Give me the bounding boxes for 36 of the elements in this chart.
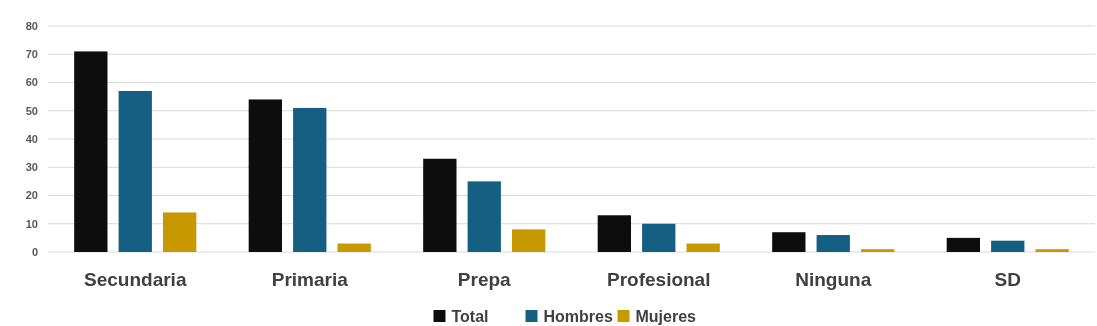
y-tick-label: 80 bbox=[25, 19, 38, 32]
legend-label: Total bbox=[451, 307, 489, 325]
bar bbox=[816, 235, 850, 252]
bar bbox=[163, 212, 197, 252]
y-tick-label: 70 bbox=[25, 48, 38, 61]
y-tick-label: 40 bbox=[25, 132, 38, 145]
bar bbox=[293, 107, 327, 252]
bar bbox=[512, 229, 546, 252]
y-tick-label: 0 bbox=[31, 245, 38, 258]
y-tick-label: 30 bbox=[25, 161, 38, 174]
bar bbox=[686, 243, 720, 252]
x-tick-label: SD bbox=[994, 269, 1021, 290]
bar bbox=[772, 232, 806, 252]
bar bbox=[991, 240, 1025, 252]
x-tick-label: Prepa bbox=[457, 269, 512, 290]
bar bbox=[861, 249, 895, 252]
bar bbox=[597, 215, 631, 252]
y-tick-label: 50 bbox=[25, 104, 38, 117]
y-tick-label: 20 bbox=[25, 189, 38, 202]
bar bbox=[946, 237, 980, 252]
legend-label: Mujeres bbox=[635, 307, 697, 325]
y-tick-label: 10 bbox=[25, 217, 38, 230]
bar bbox=[118, 90, 152, 252]
x-tick-label: Ninguna bbox=[795, 269, 872, 290]
bar bbox=[248, 99, 282, 252]
bar bbox=[423, 158, 457, 252]
bar bbox=[642, 223, 676, 252]
x-tick-label: Profesional bbox=[607, 269, 711, 290]
legend-label: Hombres bbox=[543, 307, 613, 325]
bar bbox=[74, 51, 108, 252]
bar bbox=[337, 243, 371, 252]
x-tick-label: Primaria bbox=[271, 269, 349, 290]
y-tick-label: 60 bbox=[25, 76, 38, 89]
x-tick-label: Secundaria bbox=[84, 269, 187, 290]
bar bbox=[467, 181, 501, 252]
bar bbox=[1035, 249, 1069, 252]
